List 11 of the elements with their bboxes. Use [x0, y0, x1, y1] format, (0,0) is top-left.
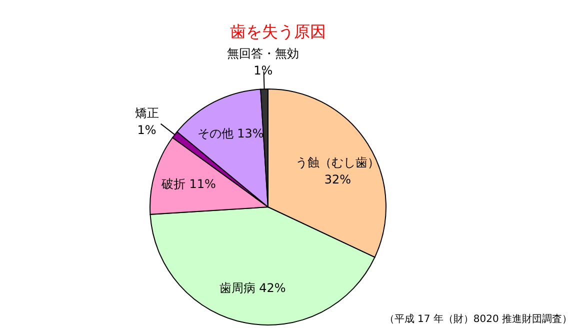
slice-label: う蝕（むし歯）	[296, 156, 380, 170]
slice-label: 無回答・無効	[227, 46, 300, 61]
slice-label: その他 13%	[197, 126, 264, 140]
slice-label: 歯周病 42%	[219, 281, 286, 296]
data-label: 1%	[254, 64, 273, 78]
text: （平成 17 年（財）8020 推進財団調査）	[384, 313, 572, 325]
data-label: 32%	[324, 172, 352, 187]
slice-label: 矯正	[134, 106, 159, 120]
slice-label: 破折 11%	[160, 176, 216, 191]
chart-title: 歯を失う原因	[230, 22, 326, 41]
data-label: 1%	[137, 122, 156, 137]
